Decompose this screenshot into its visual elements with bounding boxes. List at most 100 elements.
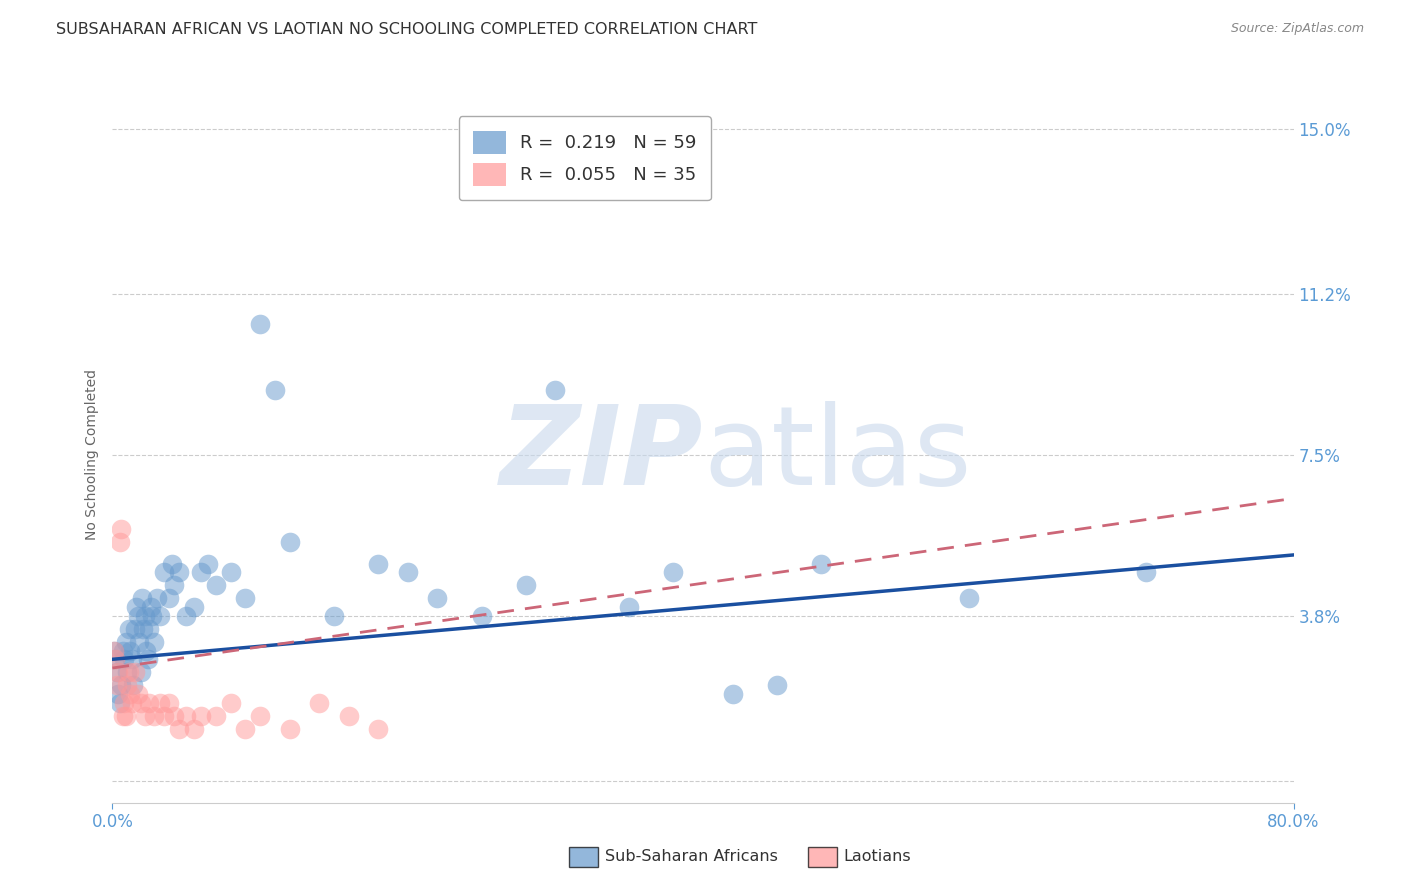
Point (183, 722, 205, 736)
Point (117, 665, 138, 680)
Point (142, 708, 165, 723)
Point (141, 608, 163, 623)
Point (110, 522, 132, 536)
Point (308, 696, 330, 710)
Point (105, 678, 128, 692)
Point (107, 687, 129, 701)
Point (233, 591, 256, 606)
Point (160, 557, 183, 571)
Point (125, 600, 148, 615)
Text: Sub-Saharan Africans: Sub-Saharan Africans (605, 849, 778, 863)
Point (134, 608, 156, 623)
Point (121, 652, 143, 666)
Point (107, 665, 129, 680)
Point (219, 566, 242, 580)
Text: atlas: atlas (703, 401, 972, 508)
Point (396, 566, 419, 580)
Point (127, 608, 149, 623)
Point (124, 622, 146, 636)
Point (135, 643, 157, 657)
Point (167, 566, 190, 580)
Point (103, 643, 125, 657)
Point (337, 708, 360, 723)
Point (105, 665, 128, 680)
Point (139, 600, 162, 615)
Point (249, 708, 271, 723)
Point (134, 708, 156, 723)
Point (157, 591, 180, 606)
Point (108, 696, 131, 710)
Point (426, 591, 449, 606)
Point (120, 687, 142, 701)
Point (367, 722, 389, 736)
Point (149, 696, 172, 710)
Y-axis label: No Schooling Completed: No Schooling Completed (84, 369, 98, 541)
Point (120, 643, 142, 657)
Point (136, 652, 159, 666)
Point (174, 708, 197, 723)
Point (278, 722, 301, 736)
Point (249, 318, 271, 332)
Point (124, 665, 146, 680)
Point (163, 708, 186, 723)
Point (470, 608, 494, 623)
Point (515, 578, 537, 592)
Point (721, 687, 744, 701)
Point (138, 622, 160, 636)
Point (114, 708, 136, 723)
Point (153, 566, 176, 580)
Point (114, 635, 136, 649)
Point (153, 708, 176, 723)
Point (323, 608, 346, 623)
Point (118, 665, 141, 680)
Point (278, 534, 301, 549)
Legend: R =  0.219   N = 59, R =  0.055   N = 35: R = 0.219 N = 59, R = 0.055 N = 35 (458, 116, 711, 201)
Point (138, 696, 160, 710)
Point (1135, 566, 1157, 580)
Point (197, 557, 219, 571)
Point (619, 600, 641, 615)
Point (111, 643, 134, 657)
Point (129, 665, 152, 680)
Point (128, 635, 150, 649)
Point (111, 708, 134, 723)
Point (957, 591, 980, 606)
Point (131, 591, 153, 606)
Point (127, 687, 149, 701)
Point (367, 557, 389, 571)
Point (104, 652, 127, 666)
Point (264, 383, 287, 397)
Point (544, 383, 567, 397)
Point (122, 678, 145, 692)
Text: ZIP: ZIP (499, 401, 703, 508)
Point (157, 696, 180, 710)
Point (149, 608, 172, 623)
Point (121, 696, 143, 710)
Point (766, 678, 789, 692)
Point (174, 608, 197, 623)
Text: Laotians: Laotians (844, 849, 911, 863)
Point (112, 652, 135, 666)
Point (205, 708, 228, 723)
Point (183, 600, 205, 615)
Point (129, 696, 152, 710)
Point (205, 578, 228, 592)
Point (103, 643, 125, 657)
Point (108, 534, 131, 549)
Point (810, 557, 832, 571)
Point (117, 678, 138, 692)
Point (163, 578, 186, 592)
Point (110, 678, 132, 692)
Point (233, 722, 256, 736)
Point (662, 566, 685, 580)
Text: SUBSAHARAN AFRICAN VS LAOTIAN NO SCHOOLING COMPLETED CORRELATION CHART: SUBSAHARAN AFRICAN VS LAOTIAN NO SCHOOLI… (56, 22, 758, 37)
Point (167, 722, 190, 736)
Point (146, 591, 169, 606)
Point (118, 622, 141, 636)
Point (219, 696, 242, 710)
Point (142, 635, 165, 649)
Point (132, 622, 155, 636)
Text: Source: ZipAtlas.com: Source: ZipAtlas.com (1230, 22, 1364, 36)
Point (190, 566, 212, 580)
Point (190, 708, 212, 723)
